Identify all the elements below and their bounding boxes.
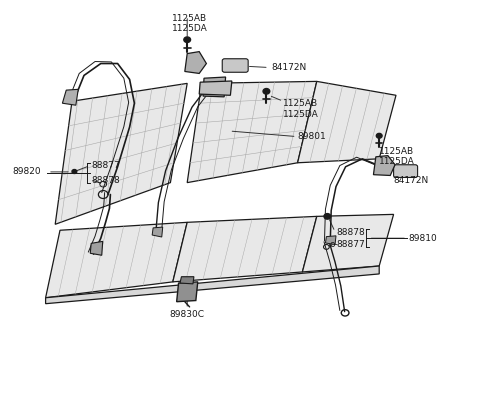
Text: 88877: 88877 — [336, 240, 365, 249]
Text: 88878: 88878 — [336, 228, 365, 237]
Polygon shape — [177, 282, 198, 302]
Circle shape — [184, 37, 191, 42]
Polygon shape — [62, 89, 78, 105]
Polygon shape — [173, 216, 317, 282]
Text: 89801: 89801 — [298, 133, 326, 141]
Text: 1125AB
1125DA: 1125AB 1125DA — [283, 99, 319, 119]
Polygon shape — [226, 62, 245, 69]
Polygon shape — [373, 156, 395, 175]
Circle shape — [263, 89, 270, 94]
Text: o-: o- — [329, 240, 338, 249]
Circle shape — [324, 214, 331, 219]
Text: 89810: 89810 — [408, 234, 437, 243]
Polygon shape — [46, 222, 187, 298]
Text: 88877: 88877 — [91, 161, 120, 170]
Text: 89830C: 89830C — [170, 310, 204, 320]
Polygon shape — [302, 214, 394, 272]
Text: 1125AB
1125DA: 1125AB 1125DA — [172, 14, 207, 33]
FancyBboxPatch shape — [222, 59, 248, 72]
Polygon shape — [180, 277, 194, 284]
Polygon shape — [46, 266, 379, 304]
Text: 89820: 89820 — [12, 168, 41, 176]
Text: 1125AB
1125DA: 1125AB 1125DA — [379, 147, 415, 166]
Text: 84172N: 84172N — [271, 63, 306, 72]
Polygon shape — [90, 241, 103, 255]
Text: 88878: 88878 — [91, 176, 120, 185]
Polygon shape — [325, 236, 336, 245]
FancyBboxPatch shape — [394, 165, 418, 177]
Circle shape — [72, 170, 77, 173]
Polygon shape — [187, 81, 317, 183]
Circle shape — [376, 133, 382, 138]
Polygon shape — [185, 52, 206, 73]
Polygon shape — [298, 81, 396, 163]
Text: 84172N: 84172N — [394, 176, 429, 185]
Polygon shape — [55, 83, 187, 224]
Polygon shape — [152, 227, 163, 237]
Polygon shape — [199, 81, 232, 95]
Polygon shape — [203, 77, 226, 97]
